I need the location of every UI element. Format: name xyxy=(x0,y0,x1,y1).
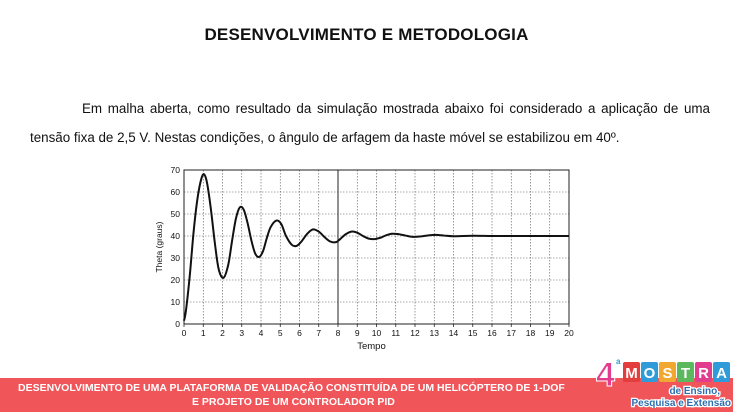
x-tick-label: 5 xyxy=(278,328,283,338)
logo-letter: T xyxy=(681,365,690,382)
logo-number: 4 xyxy=(596,356,615,394)
x-tick-label: 19 xyxy=(545,328,555,338)
logo-letter: O xyxy=(644,365,656,382)
logo-superscript: a xyxy=(616,357,621,366)
x-tick-label: 1 xyxy=(201,328,206,338)
x-tick-label: 12 xyxy=(410,328,420,338)
logo-letter-tile xyxy=(713,362,730,382)
logo-subtitle-2: Pesquisa e Extensão xyxy=(632,398,732,408)
x-tick-label: 6 xyxy=(297,328,302,338)
x-tick-label: 2 xyxy=(220,328,225,338)
x-tick-label: 18 xyxy=(526,328,536,338)
slide-title: DESENVOLVIMENTO E METODOLOGIA xyxy=(204,25,529,44)
body-paragraph: Em malha aberta, como resultado da simul… xyxy=(30,94,710,152)
logo-subtitle-1: de Ensino, xyxy=(669,386,720,397)
x-tick-label: 16 xyxy=(487,328,497,338)
x-tick-label: 3 xyxy=(239,328,244,338)
mostra-logo: 4 aM O S T R Ade Ensino,Pesquisa e Extensão xyxy=(596,356,733,409)
x-tick-label: 0 xyxy=(182,328,187,338)
theta-vs-time-chart: 0 1 2 3 4 5 6 7 8 9 10 11 12 13 14 15 16 17 18 19 2001020304… xyxy=(154,165,574,352)
x-tick-label: 13 xyxy=(430,328,440,338)
paragraph-text: Em malha aberta, como resultado da simul… xyxy=(30,101,710,145)
logo-letter-tile xyxy=(677,362,694,382)
logo-letter: A xyxy=(716,365,727,382)
y-tick-label: 30 xyxy=(171,253,181,263)
y-tick-label: 0 xyxy=(175,319,180,329)
y-tick-label: 60 xyxy=(171,187,181,197)
x-tick-label: 20 xyxy=(564,328,574,338)
x-tick-label: 10 xyxy=(372,328,382,338)
plot-area xyxy=(184,170,569,324)
y-tick-label: 40 xyxy=(171,231,181,241)
y-tick-label: 20 xyxy=(171,275,181,285)
y-axis-label: Theta (graus) xyxy=(154,221,164,272)
logo-letter: M xyxy=(625,365,638,382)
x-tick-label: 17 xyxy=(507,328,517,338)
y-tick-label: 50 xyxy=(171,209,181,219)
footer-title-line2: E PROJETO DE UM CONTROLADOR PID xyxy=(192,396,395,408)
logo-letter-tile xyxy=(695,362,712,382)
theta-series-line xyxy=(183,173,569,321)
logo-letter-tile xyxy=(659,362,676,382)
logo-letter: R xyxy=(698,365,709,382)
y-tick-label: 70 xyxy=(171,165,181,175)
x-tick-label: 14 xyxy=(449,328,459,338)
x-axis-label: Tempo xyxy=(357,341,386,352)
x-tick-label: 8 xyxy=(336,328,341,338)
footer-bar: DESENVOLVIMENTO DE UMA PLATAFORMA DE VAL… xyxy=(0,378,733,412)
footer-title-line1: DESENVOLVIMENTO DE UMA PLATAFORMA DE VAL… xyxy=(18,382,565,394)
logo-letter-tile xyxy=(641,362,658,382)
x-tick-label: 9 xyxy=(355,328,360,338)
x-tick-label: 11 xyxy=(391,328,400,338)
x-tick-label: 15 xyxy=(468,328,478,338)
logo-letter: S xyxy=(662,365,672,382)
y-tick-label: 10 xyxy=(171,297,181,307)
x-tick-label: 7 xyxy=(316,328,321,338)
x-tick-label: 4 xyxy=(259,328,264,338)
logo-letter-tile xyxy=(623,362,640,382)
